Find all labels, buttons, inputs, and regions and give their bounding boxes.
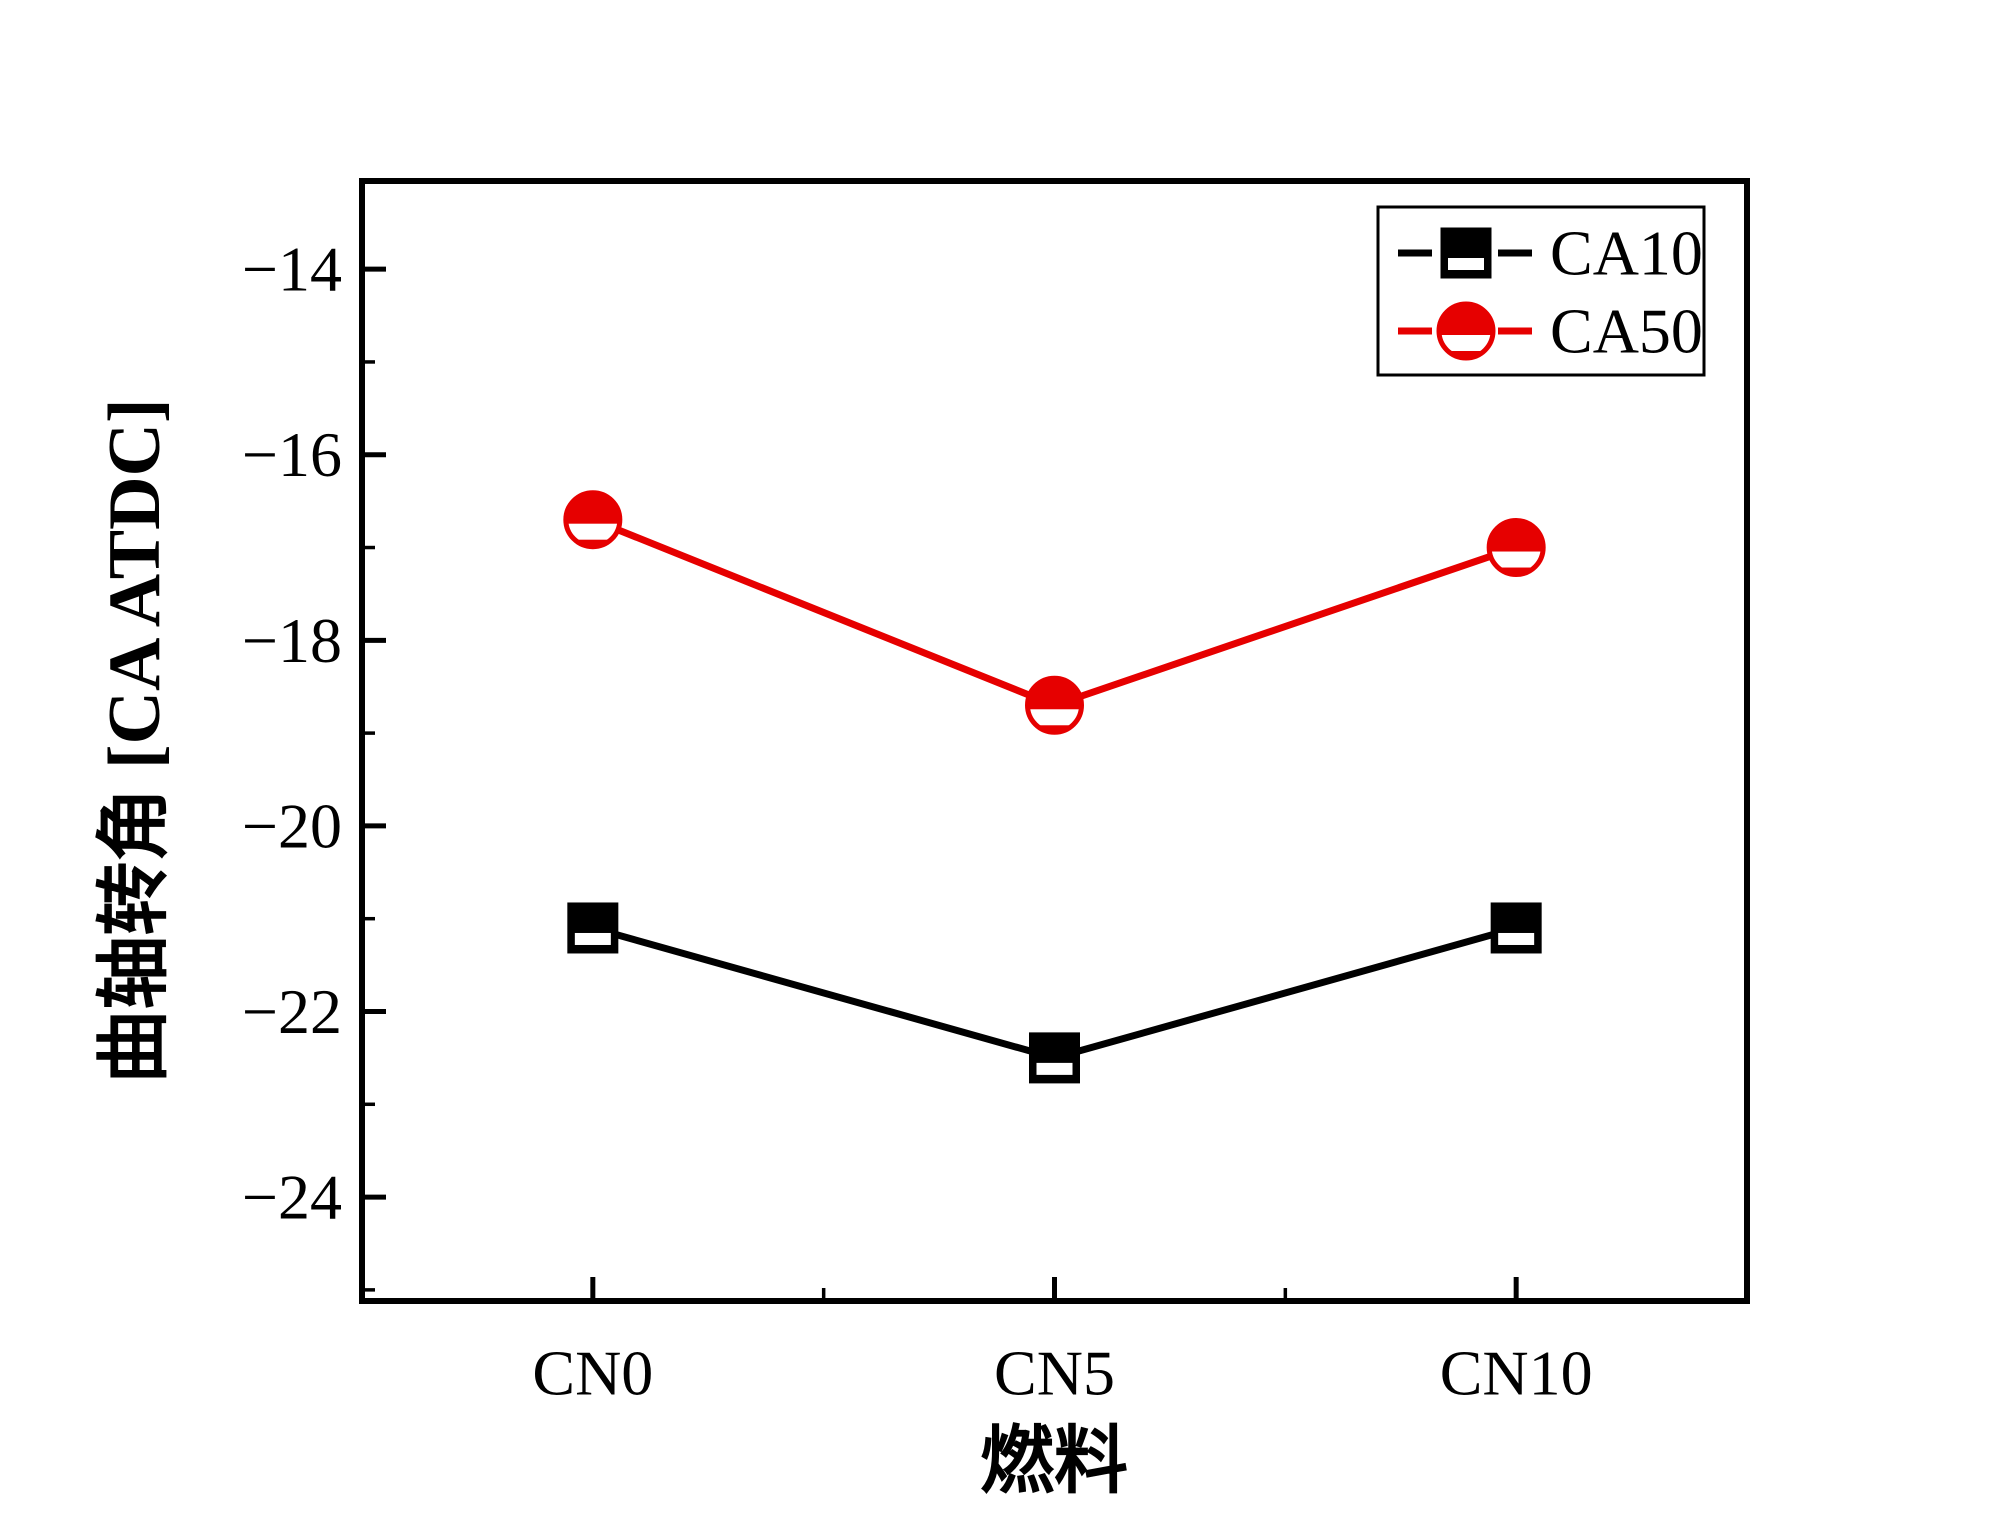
marker-outline — [1436, 301, 1496, 361]
marker-halffill — [574, 932, 611, 945]
y-axis-title: 曲轴转角 [CA ATDC] — [94, 398, 176, 1083]
marker-square — [567, 902, 619, 954]
marker-halffill — [1448, 258, 1484, 270]
y-tick-label: −16 — [242, 419, 342, 490]
marker-halffill — [1036, 1062, 1073, 1075]
y-tick-label: −20 — [242, 790, 342, 861]
marker-halffill — [1028, 709, 1081, 726]
marker-circle — [1486, 518, 1546, 578]
marker-outline — [567, 902, 619, 954]
marker-square — [1440, 227, 1492, 279]
x-tick-label: CN0 — [532, 1338, 653, 1409]
marker-outline — [1440, 227, 1492, 279]
marker-circle — [1436, 301, 1496, 361]
marker-outline — [1025, 675, 1084, 735]
legend-item-CA50: CA50 — [1398, 296, 1703, 367]
marker-circle — [1025, 675, 1084, 735]
legend-box — [1376, 205, 1706, 377]
y-tick-label: −24 — [242, 1162, 342, 1233]
marker-halffill — [1490, 551, 1543, 568]
x-tick-label: CN5 — [994, 1338, 1115, 1409]
y-tick-label: −22 — [242, 976, 342, 1047]
marker-square — [1029, 1032, 1080, 1084]
legend-label: CA10 — [1550, 218, 1703, 289]
series-layer — [563, 490, 1546, 1084]
marker-outline — [1490, 902, 1542, 954]
marker-halffill — [566, 523, 619, 540]
legend-item-CA10: CA10 — [1398, 218, 1703, 289]
x-axis-title: 燃料 — [980, 1421, 1128, 1503]
marker-outline — [1486, 518, 1546, 578]
legend-label: CA50 — [1550, 296, 1703, 367]
marker-halffill — [1498, 932, 1535, 945]
y-tick-label: −14 — [242, 234, 342, 305]
marker-outline — [563, 490, 623, 550]
marker-outline — [1029, 1032, 1080, 1084]
x-tick-label: CN10 — [1440, 1338, 1593, 1409]
ticks-layer: −14 −16 −18 −20 −22 −24 CN0 CN5 CN10 — [242, 234, 1593, 1409]
marker-circle — [563, 490, 623, 550]
plot-frame — [359, 178, 1750, 1304]
y-tick-label: −18 — [242, 605, 342, 676]
marker-square — [1490, 902, 1542, 954]
marker-halffill — [1440, 335, 1492, 351]
